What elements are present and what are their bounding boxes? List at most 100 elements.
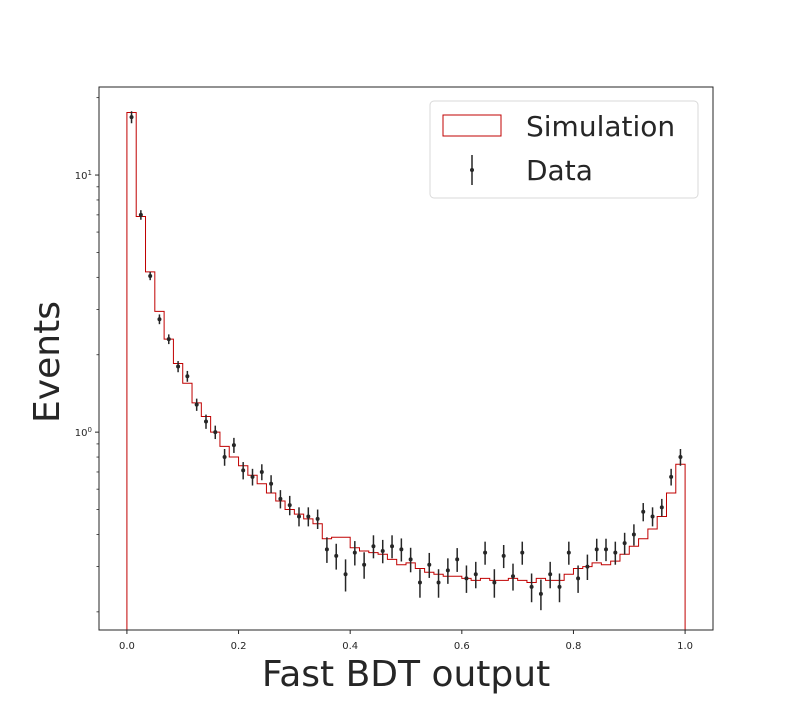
data-marker (343, 572, 348, 577)
data-point (520, 541, 525, 565)
data-point (455, 548, 460, 572)
data-marker (259, 469, 264, 474)
data-marker (492, 580, 497, 585)
data-marker (362, 562, 367, 567)
data-point (529, 573, 534, 603)
data-marker (520, 550, 525, 555)
x-tick-label: 0.2 (231, 641, 247, 652)
data-marker (222, 455, 227, 460)
x-axis-label: Fast BDT output (262, 654, 550, 695)
data-marker (157, 317, 162, 322)
data-point (334, 543, 339, 570)
data-point (603, 538, 608, 562)
data-point (380, 539, 385, 564)
data-marker (427, 562, 432, 567)
data-point (650, 507, 655, 527)
x-tick-label: 0.0 (119, 641, 135, 652)
data-marker (352, 550, 357, 555)
data-marker (669, 474, 674, 479)
data-marker (678, 455, 683, 460)
data-marker (371, 544, 376, 549)
data-point (594, 538, 599, 562)
data-marker (390, 544, 395, 549)
data-point (585, 554, 590, 581)
data-point (241, 462, 246, 480)
data-marker (334, 553, 339, 558)
data-marker (594, 547, 599, 552)
data-point (148, 271, 153, 281)
data-point (538, 579, 543, 611)
data-point (566, 541, 571, 565)
data-point (613, 541, 618, 565)
data-marker (185, 374, 190, 379)
data-point (436, 569, 441, 598)
data-marker (659, 505, 664, 510)
data-point (250, 468, 255, 486)
data-point (343, 559, 348, 592)
data-marker (455, 557, 460, 562)
data-marker (548, 572, 553, 577)
data-point (427, 552, 432, 578)
data-point (157, 314, 162, 325)
data-marker (250, 474, 255, 479)
data-point (222, 448, 227, 466)
data-point (269, 475, 274, 493)
data-marker (148, 273, 153, 278)
data-point (557, 573, 562, 603)
data-point (204, 414, 209, 429)
data-marker (603, 547, 608, 552)
data-point (464, 565, 469, 593)
data-point (548, 561, 553, 589)
data-point (287, 495, 292, 516)
data-marker (483, 550, 488, 555)
data-point (278, 490, 283, 509)
data-marker (241, 468, 246, 473)
data-point (324, 537, 329, 563)
data-marker (511, 574, 516, 579)
data-point (352, 541, 357, 566)
data-marker (213, 430, 218, 435)
data-marker (613, 550, 618, 555)
data-marker (296, 514, 301, 519)
data-marker (585, 564, 590, 569)
data-marker (380, 548, 385, 553)
data-point (129, 111, 134, 124)
data-marker (166, 337, 171, 342)
data-marker (408, 557, 413, 562)
data-point (399, 538, 404, 562)
data-marker (557, 584, 562, 589)
data-point (213, 425, 218, 440)
data-point (185, 370, 190, 382)
data-point (417, 569, 422, 598)
data-marker (204, 419, 209, 424)
data-marker (324, 547, 329, 552)
data-marker (473, 572, 478, 577)
data-marker (631, 532, 636, 537)
plot-area (126, 111, 686, 630)
simulation-legend-swatch (442, 114, 502, 137)
data-point (669, 468, 674, 486)
data-point (622, 532, 627, 555)
data-marker (566, 550, 571, 555)
data-point (511, 563, 516, 591)
data-marker (436, 580, 441, 585)
data-marker (622, 541, 627, 546)
axes-frame (98, 86, 714, 631)
data-point (473, 561, 478, 589)
data-point (315, 509, 320, 530)
data-marker (501, 553, 506, 558)
x-tick-label: 0.8 (566, 641, 582, 652)
data-point (483, 541, 488, 565)
data-marker (129, 115, 134, 120)
data-marker (641, 509, 646, 514)
data-point (501, 544, 506, 569)
data-marker (176, 364, 181, 369)
data-legend-marker (470, 168, 474, 172)
data-marker (278, 496, 283, 501)
data-marker (464, 576, 469, 581)
data-marker (138, 212, 143, 217)
data-point (194, 398, 199, 411)
x-tick-label: 0.6 (454, 641, 470, 652)
data-point (371, 535, 376, 559)
